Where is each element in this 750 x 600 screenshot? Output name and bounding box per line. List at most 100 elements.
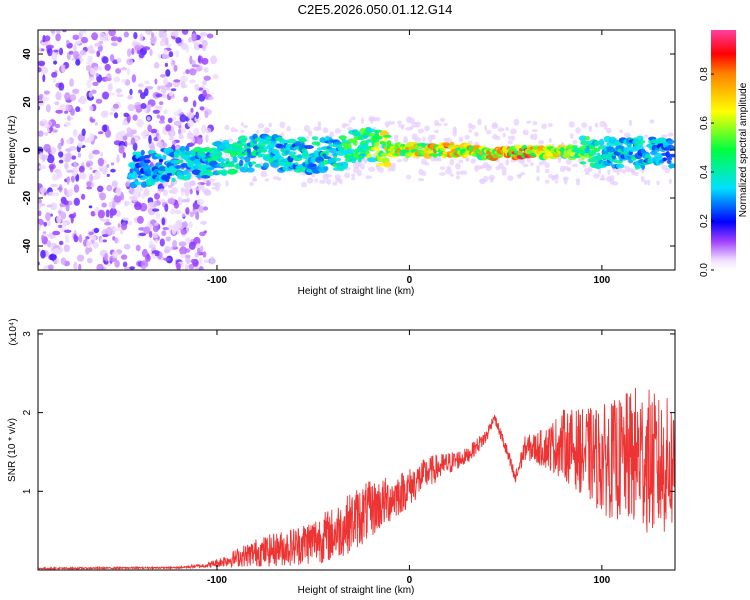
noise-blob	[66, 176, 70, 185]
noise-blob	[193, 127, 200, 137]
signal-blob	[328, 143, 333, 147]
noise-blob	[57, 143, 62, 151]
noise-blob	[173, 222, 180, 232]
noise-blob	[63, 244, 70, 253]
noise-blob	[101, 202, 107, 208]
noise-blob	[181, 199, 190, 203]
noise-blob	[143, 226, 151, 235]
halo-blob	[202, 188, 209, 194]
noise-blob	[64, 92, 71, 101]
noise-blob	[170, 208, 176, 215]
noise-blob	[134, 202, 142, 211]
noise-blob	[154, 78, 158, 85]
noise-blob	[188, 241, 196, 250]
halo-blob	[593, 173, 600, 179]
halo-blob	[157, 141, 162, 148]
noise-blob	[93, 66, 99, 71]
noise-blob	[64, 121, 71, 127]
signal-blob	[580, 140, 589, 146]
halo-blob	[474, 131, 479, 137]
noise-blob	[159, 199, 166, 203]
signal-blob	[636, 135, 644, 141]
noise-blob	[59, 104, 67, 111]
noise-blob	[113, 76, 121, 83]
signal-blob	[270, 161, 280, 168]
halo-blob	[575, 180, 581, 186]
noise-blob	[38, 248, 41, 252]
noise-blob	[189, 142, 196, 146]
noise-blob	[147, 124, 152, 133]
noise-blob	[88, 152, 94, 160]
signal-blob	[238, 142, 245, 147]
noise-blob	[161, 230, 167, 237]
signal-blob	[171, 177, 176, 183]
halo-blob	[647, 179, 651, 186]
noise-blob	[49, 253, 57, 261]
noise-blob	[57, 187, 63, 191]
noise-blob	[208, 96, 214, 101]
noise-blob	[127, 220, 133, 226]
halo-blob	[417, 178, 425, 182]
halo-blob	[215, 185, 220, 192]
noise-blob	[133, 31, 138, 40]
halo-blob	[522, 129, 529, 136]
noise-blob	[202, 79, 208, 86]
noise-blob	[79, 49, 87, 56]
noise-blob	[58, 82, 65, 91]
noise-blob	[133, 188, 139, 197]
halo-blob	[616, 170, 620, 176]
noise-blob	[170, 88, 177, 92]
noise-blob	[55, 30, 61, 34]
noise-blob	[50, 183, 59, 188]
noise-blob	[53, 49, 59, 53]
noise-blob	[79, 95, 87, 105]
noise-blob	[151, 32, 155, 38]
noise-blob	[100, 151, 104, 157]
noise-blob	[184, 264, 189, 270]
noise-blob	[199, 32, 208, 37]
signal-blob	[197, 149, 205, 156]
halo-blob	[414, 137, 422, 143]
noise-blob	[166, 87, 171, 91]
halo-blob	[507, 175, 514, 181]
signal-blob	[648, 144, 653, 151]
halo-blob	[536, 168, 540, 173]
noise-blob	[182, 71, 186, 75]
colorbar-tick-label: 0.2	[699, 214, 710, 228]
signal-blob	[579, 161, 587, 165]
noise-blob	[124, 201, 128, 207]
noise-blob	[141, 265, 146, 270]
halo-blob	[301, 181, 307, 188]
noise-blob	[92, 81, 99, 86]
noise-blob	[160, 31, 168, 39]
halo-blob	[507, 135, 513, 140]
noise-blob	[162, 30, 168, 33]
noise-blob	[94, 43, 102, 47]
halo-blob	[624, 132, 631, 138]
noise-blob	[142, 46, 151, 51]
halo-blob	[436, 156, 442, 162]
halo-blob	[430, 134, 436, 140]
signal-blob	[343, 162, 348, 170]
noise-blob	[152, 224, 159, 233]
noise-blob	[55, 109, 64, 114]
noise-blob	[58, 47, 64, 56]
halo-blob	[628, 119, 633, 127]
x-tick-label: -100	[207, 275, 227, 286]
halo-blob	[252, 178, 258, 182]
halo-blob	[525, 120, 532, 124]
halo-blob	[425, 162, 430, 166]
signal-blob	[206, 172, 215, 176]
halo-blob	[325, 174, 332, 178]
noise-blob	[38, 223, 41, 231]
halo-blob	[319, 179, 326, 184]
signal-blob	[220, 169, 228, 177]
noise-blob	[73, 261, 78, 270]
noise-blob	[78, 263, 82, 270]
signal-blob	[304, 145, 314, 149]
halo-blob	[350, 116, 356, 121]
noise-blob	[190, 107, 194, 114]
halo-blob	[385, 124, 389, 128]
halo-blob	[538, 161, 544, 166]
noise-blob	[65, 203, 70, 212]
